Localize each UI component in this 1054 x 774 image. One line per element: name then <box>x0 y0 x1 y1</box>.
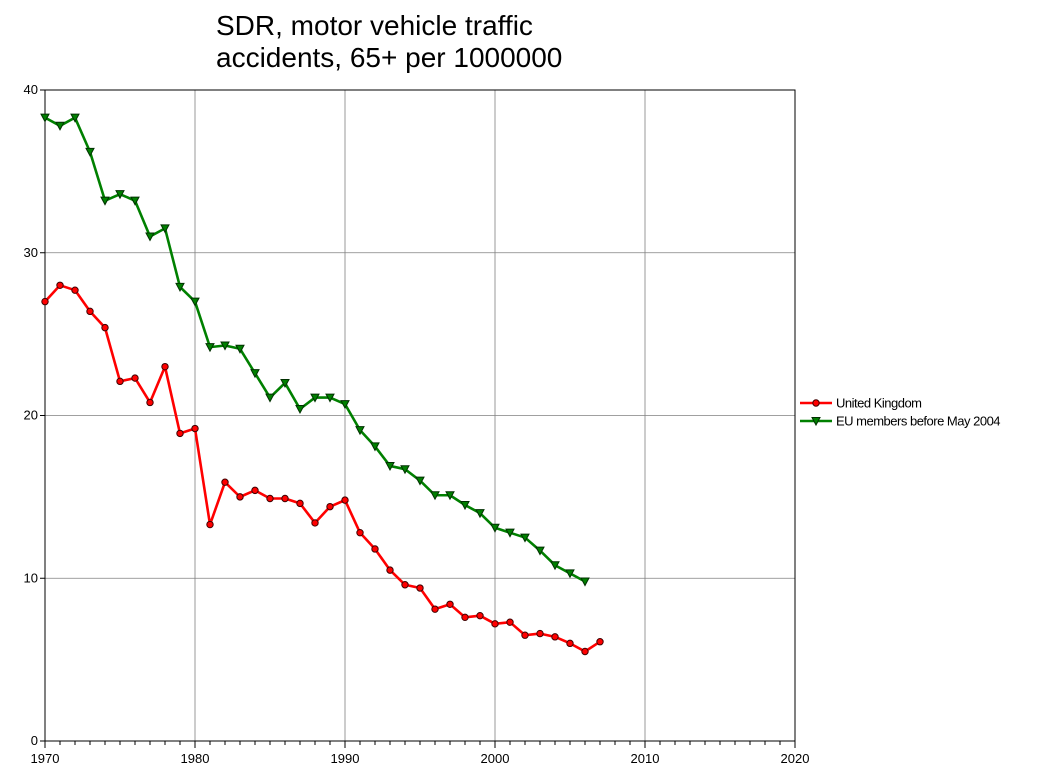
marker <box>100 196 110 206</box>
marker <box>385 461 395 472</box>
marker <box>115 190 125 200</box>
marker <box>311 519 319 527</box>
marker <box>146 398 154 407</box>
marker <box>265 393 275 403</box>
marker <box>145 232 155 242</box>
series-line <box>44 284 601 653</box>
marker <box>400 465 410 475</box>
marker <box>250 369 260 379</box>
marker <box>505 528 515 538</box>
marker <box>565 569 575 579</box>
marker <box>460 501 470 511</box>
marker <box>236 493 244 501</box>
marker <box>356 528 364 537</box>
marker <box>176 429 184 438</box>
marker <box>55 121 65 131</box>
marker <box>521 631 529 639</box>
marker <box>191 424 199 433</box>
marker <box>581 647 589 656</box>
legend-marker <box>812 399 820 407</box>
marker <box>596 638 604 646</box>
marker <box>175 282 185 292</box>
legend-label: United Kingdom <box>836 396 922 411</box>
marker <box>551 633 559 641</box>
marker <box>461 613 469 622</box>
marker <box>161 362 169 371</box>
marker <box>370 442 380 452</box>
marker <box>401 581 409 589</box>
marker <box>371 545 379 553</box>
marker <box>325 393 335 403</box>
x-tick-label: 1990 <box>331 751 360 766</box>
marker <box>340 400 350 410</box>
chart-title: SDR, motor vehicle traffic accidents, 65… <box>216 10 563 73</box>
marker <box>281 494 289 503</box>
y-tick-label: 10 <box>24 570 38 585</box>
marker <box>205 343 215 353</box>
plot-frame <box>44 89 796 742</box>
marker <box>296 499 304 508</box>
marker <box>506 618 514 626</box>
marker <box>491 620 499 628</box>
legend-marker <box>811 417 821 427</box>
y-tick-label: 0 <box>31 733 38 748</box>
series-line <box>44 116 586 583</box>
marker <box>266 494 274 503</box>
marker <box>295 404 305 415</box>
marker <box>101 323 109 332</box>
marker <box>431 605 439 613</box>
marker <box>416 584 424 592</box>
x-tick-label: 2000 <box>481 751 510 766</box>
marker <box>536 629 544 638</box>
marker <box>71 286 79 294</box>
marker <box>476 611 484 620</box>
marker <box>326 502 334 511</box>
marker <box>116 377 124 386</box>
x-tick-label: 2010 <box>631 751 660 766</box>
marker <box>41 297 49 306</box>
marker <box>341 496 349 504</box>
y-tick-label: 30 <box>24 245 38 260</box>
marker <box>206 520 214 529</box>
marker <box>490 523 500 533</box>
x-tick-label: 1980 <box>181 751 210 766</box>
y-tick-label: 20 <box>24 408 38 423</box>
marker <box>280 378 290 389</box>
marker <box>130 196 140 206</box>
marker <box>70 113 80 123</box>
marker <box>580 577 590 587</box>
x-tick-label: 1970 <box>31 751 60 766</box>
marker <box>566 639 574 648</box>
marker <box>386 566 394 574</box>
marker <box>446 600 454 608</box>
marker <box>535 546 545 556</box>
marker <box>550 561 560 571</box>
marker <box>131 374 139 382</box>
marker <box>251 486 259 495</box>
marker <box>40 113 50 123</box>
marker <box>310 393 320 403</box>
marker <box>86 307 94 316</box>
marker <box>56 281 64 289</box>
marker <box>220 341 230 351</box>
legend-label: EU members before May 2004 <box>836 414 1000 429</box>
marker <box>445 491 455 501</box>
marker <box>235 344 245 354</box>
marker <box>355 426 365 436</box>
marker <box>415 476 425 486</box>
marker <box>520 533 530 543</box>
marker <box>430 491 440 501</box>
marker <box>475 509 485 519</box>
marker <box>221 478 229 486</box>
x-tick-label: 2020 <box>781 751 810 766</box>
marker <box>190 297 200 307</box>
marker <box>85 147 95 157</box>
y-tick-label: 40 <box>24 82 38 97</box>
marker <box>160 224 170 234</box>
